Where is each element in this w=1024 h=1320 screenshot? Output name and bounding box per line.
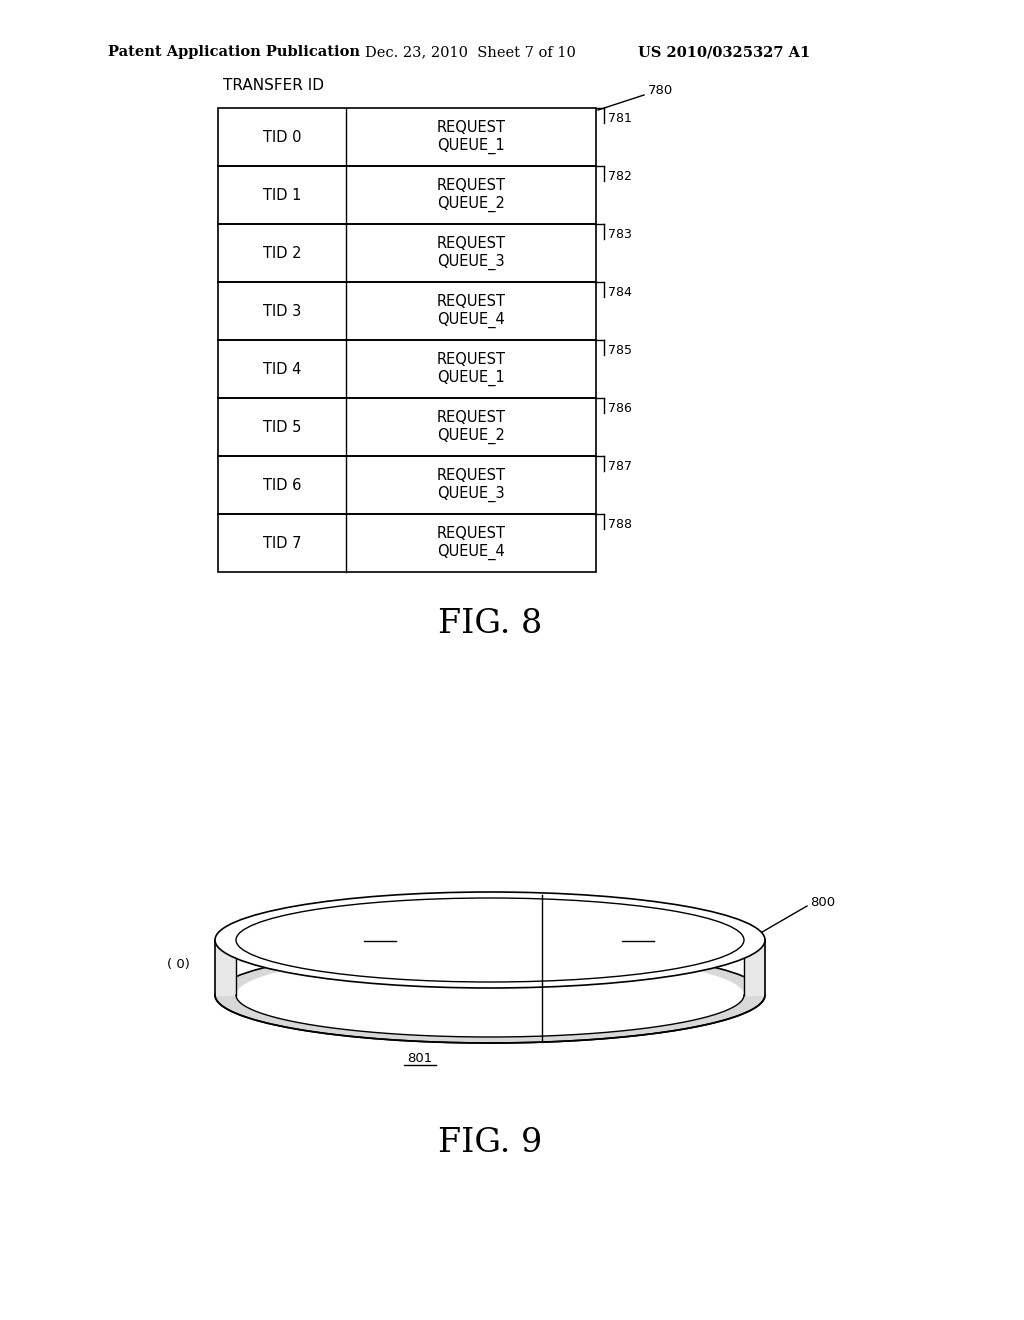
Bar [218, 166, 596, 224]
Bar [218, 455, 596, 513]
Text: US 2010/0325327 A1: US 2010/0325327 A1 [638, 45, 810, 59]
Text: REQUEST: REQUEST [436, 411, 506, 425]
Text: 803: 803 [368, 928, 392, 940]
Bar [218, 224, 596, 282]
Text: QUEUE_2: QUEUE_2 [437, 428, 505, 444]
Text: REQUEST: REQUEST [436, 120, 506, 136]
Text: 780: 780 [648, 83, 673, 96]
Bar [218, 341, 596, 399]
Text: (2): (2) [511, 927, 529, 940]
Text: 787: 787 [608, 459, 632, 473]
Text: ( 0): ( 0) [167, 958, 190, 972]
Text: 783: 783 [608, 227, 632, 240]
Text: TID 4: TID 4 [263, 362, 301, 376]
Text: TID 3: TID 3 [263, 304, 301, 318]
Text: REQUEST: REQUEST [436, 352, 506, 367]
Text: QUEUE_4: QUEUE_4 [437, 312, 505, 329]
Bar [218, 399, 596, 455]
Text: (1): (1) [549, 927, 567, 940]
Text: REQUEST: REQUEST [436, 178, 506, 194]
Text: QUEUE_3: QUEUE_3 [437, 253, 505, 271]
Ellipse shape [215, 892, 765, 987]
Text: QUEUE_4: QUEUE_4 [437, 544, 505, 560]
Text: QUEUE_3: QUEUE_3 [437, 486, 505, 502]
Ellipse shape [215, 946, 765, 1043]
Text: TID 2: TID 2 [263, 246, 301, 260]
Text: 781: 781 [608, 111, 632, 124]
Bar [218, 513, 596, 572]
Text: 788: 788 [608, 517, 632, 531]
Text: TID 1: TID 1 [263, 187, 301, 202]
Text: 801: 801 [408, 1052, 432, 1064]
Text: REQUEST: REQUEST [436, 469, 506, 483]
Text: TID 6: TID 6 [263, 478, 301, 492]
Text: Dec. 23, 2010  Sheet 7 of 10: Dec. 23, 2010 Sheet 7 of 10 [365, 45, 575, 59]
Text: 784: 784 [608, 285, 632, 298]
Text: 785: 785 [608, 343, 632, 356]
Bar [218, 108, 596, 166]
Text: 800: 800 [810, 895, 836, 908]
Text: QUEUE_1: QUEUE_1 [437, 137, 505, 154]
Ellipse shape [236, 898, 744, 982]
Text: QUEUE_1: QUEUE_1 [437, 370, 505, 387]
Text: TID 0: TID 0 [263, 129, 301, 144]
Text: 802: 802 [626, 928, 650, 940]
Text: TID 5: TID 5 [263, 420, 301, 434]
Text: REQUEST: REQUEST [436, 294, 506, 309]
Text: REQUEST: REQUEST [436, 527, 506, 541]
Text: 782: 782 [608, 169, 632, 182]
Text: QUEUE_2: QUEUE_2 [437, 195, 505, 213]
Ellipse shape [236, 953, 744, 1038]
Text: Patent Application Publication: Patent Application Publication [108, 45, 360, 59]
Text: FIG. 9: FIG. 9 [438, 1127, 542, 1159]
Text: REQUEST: REQUEST [436, 236, 506, 252]
Bar [218, 282, 596, 341]
Text: 786: 786 [608, 401, 632, 414]
Text: TRANSFER ID: TRANSFER ID [223, 78, 324, 94]
Text: FIG. 8: FIG. 8 [438, 609, 542, 640]
Text: TID 7: TID 7 [263, 536, 301, 550]
